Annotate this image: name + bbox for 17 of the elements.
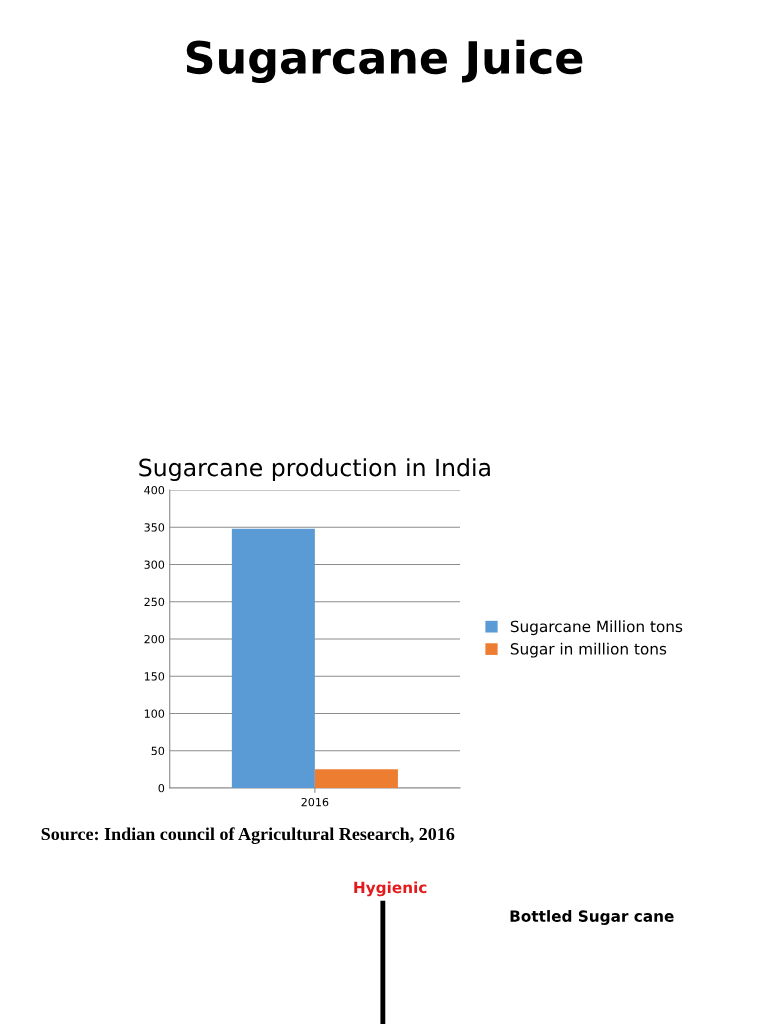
legend-label: Sugar in million tons [510,642,667,658]
x-tick-label: 2016 [301,797,329,807]
y-tick-label: 200 [144,634,165,644]
legend-label: Sugarcane Million tons [510,620,683,636]
y-tick-label: 250 [144,597,165,607]
y-tick-label: 50 [151,746,165,756]
y-tick-label: 400 [144,485,165,495]
y-tick-label: 100 [144,709,165,718]
chart-title: Sugarcane production in India [139,458,490,482]
text: Sugarcane Juice [186,39,583,84]
y-tick-label: 350 [144,523,165,532]
text: Hygienic [354,881,427,897]
source-note: Source: Indian council of Agricultural Research, 2016 [41,827,455,844]
text: Bottled Sugar cane [510,910,674,925]
y-tick-label: 300 [144,560,165,569]
y-tick-label: 0 [158,783,165,793]
y-tick-label: 150 [144,672,165,681]
